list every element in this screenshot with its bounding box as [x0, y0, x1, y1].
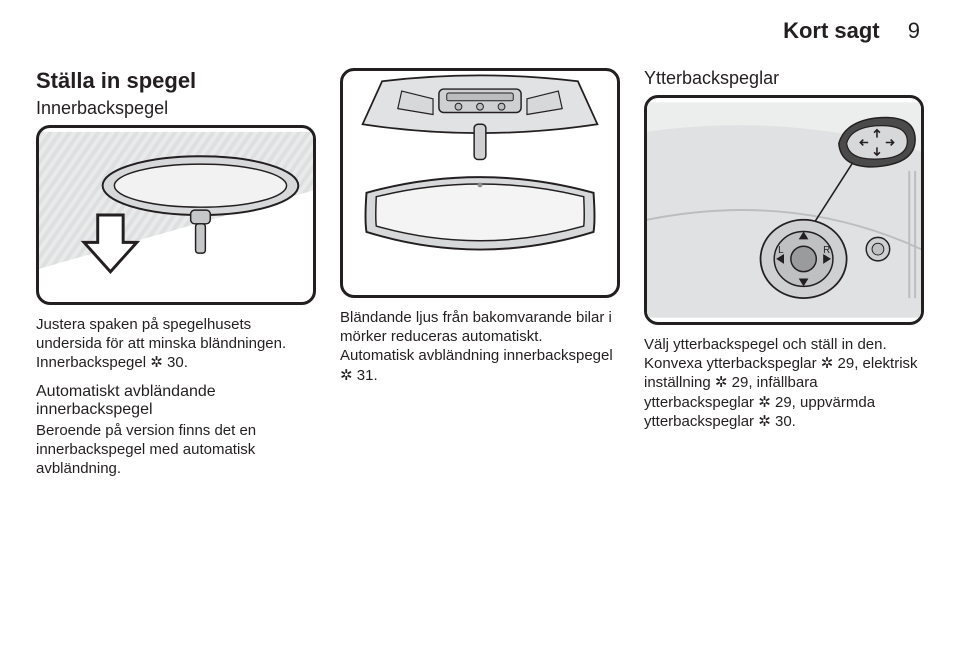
svg-fig-b [343, 71, 617, 295]
col1-sub2-title: Automatiskt avbländande innerbackspegel [36, 383, 316, 419]
r: 29 [775, 394, 792, 411]
col3-body1: Välj ytterbackspegel och ställ in den. [644, 335, 924, 354]
ref-icon: ✲ 29 [715, 374, 748, 391]
col2-body1: Bländande ljus från bakomvarande bilar i… [340, 308, 620, 346]
svg-text:R: R [823, 245, 830, 256]
ref-arrow-icon: ✲ [821, 355, 834, 372]
ref-icon: ✲ 30 [150, 354, 183, 371]
ref-arrow-icon: ✲ [715, 374, 728, 391]
r: 30 [775, 413, 792, 430]
t: Konvexa ytterbackspeglar [644, 355, 821, 372]
col1-title: Ställa in spegel [36, 68, 316, 94]
section-name: Kort sagt [783, 18, 880, 43]
column-1: Ställa in spegel Innerbackspegel [36, 68, 316, 628]
col1-body2: Beroende på version finns det en innerba… [36, 421, 316, 479]
ref-icon: ✲ 29 [758, 394, 791, 411]
col2-body2: Automatisk avbländning innerbackspegel ✲… [340, 346, 620, 384]
t: . [792, 413, 796, 430]
ref-arrow-icon: ✲ [758, 394, 771, 411]
ref-icon: ✲ 30 [758, 413, 791, 430]
col3-subtitle: Ytterbackspeglar [644, 68, 924, 89]
ref-icon: ✲ 29 [821, 355, 854, 372]
r: 29 [732, 374, 749, 391]
running-header: Kort sagt 9 [783, 18, 920, 44]
ref-arrow-icon: ✲ [758, 413, 771, 430]
figure-outer-mirror-control: L R [644, 95, 924, 325]
figure-inner-mirror-lever [36, 125, 316, 305]
ref-icon: ✲ 31 [340, 367, 373, 384]
col2-body2-text: Automatisk avbländning innerbackspegel [340, 347, 613, 364]
content-columns: Ställa in spegel Innerbackspegel [36, 68, 924, 628]
column-2: Bländande ljus från bakomvarande bilar i… [340, 68, 620, 628]
svg-fig-a [39, 128, 313, 302]
column-3: Ytterbackspeglar [644, 68, 924, 628]
col1-body1-post: . [184, 354, 188, 371]
col1-ref1: 30 [167, 354, 184, 371]
svg-text:L: L [778, 245, 784, 256]
col3-body2: Konvexa ytterbackspeglar ✲ 29, elektrisk… [644, 354, 924, 431]
r: 29 [838, 355, 855, 372]
col1-body1: Justera spaken på spegelhusets undersida… [36, 315, 316, 373]
col2-ref1: 31 [357, 367, 374, 384]
svg-fig-c: L R [647, 98, 921, 322]
page: Kort sagt 9 Ställa in spegel Innerbacksp… [0, 0, 960, 653]
col2-body2-post: . [373, 367, 377, 384]
ref-arrow-icon: ✲ [340, 367, 353, 384]
col1-subtitle: Innerbackspegel [36, 98, 316, 119]
page-number: 9 [908, 18, 920, 43]
figure-inner-mirror-auto [340, 68, 620, 298]
ref-arrow-icon: ✲ [150, 354, 163, 371]
